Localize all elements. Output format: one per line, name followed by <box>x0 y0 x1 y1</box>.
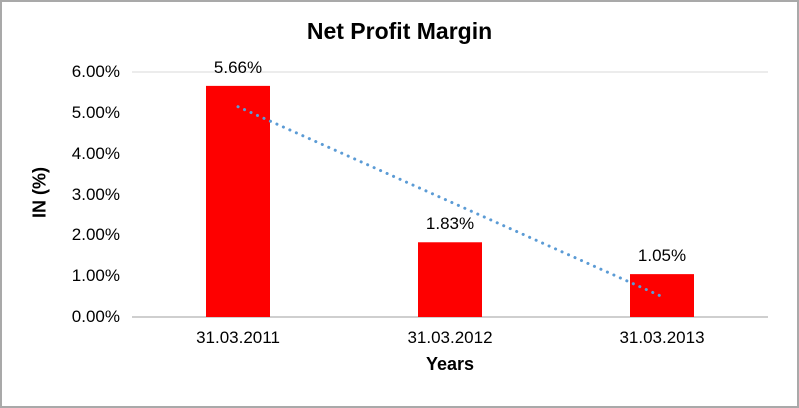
bar-31.03.2011 <box>206 85 270 317</box>
x-category-label: 31.03.2013 <box>619 328 705 347</box>
x-category-label: 31.03.2012 <box>407 328 493 347</box>
y-tick-label: 5.00% <box>71 102 120 122</box>
bar-31.03.2012 <box>418 242 482 317</box>
bar-value-label: 1.83% <box>425 214 475 234</box>
x-axis-title: Years <box>425 354 475 374</box>
chart-title: Net Profit Margin <box>306 18 493 44</box>
y-tick-label: 2.00% <box>71 225 120 245</box>
trendline <box>236 105 664 299</box>
y-tick-label: 0.00% <box>71 307 120 326</box>
bar-31.03.2013 <box>630 274 694 317</box>
y-tick-label: 6.00% <box>71 62 120 81</box>
y-tick-label: 1.00% <box>71 266 120 286</box>
y-tick-label: 3.00% <box>71 184 120 204</box>
bar-value-label: 1.05% <box>637 246 687 266</box>
bar-value-label: 5.66% <box>213 57 263 77</box>
x-category-label: 31.03.2011 <box>196 328 280 347</box>
y-tick-label: 4.00% <box>71 143 120 163</box>
